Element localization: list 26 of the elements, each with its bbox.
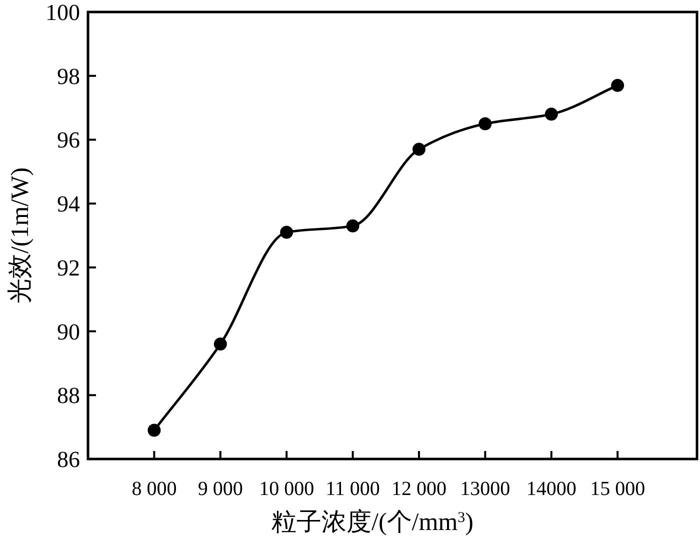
y-tick-label: 98	[57, 64, 80, 89]
point	[346, 219, 360, 232]
x-axis-title: 粒子浓度/(个/mm$^{3}$)	[272, 508, 474, 536]
y-tick-label: 96	[57, 128, 80, 153]
y-tick-label: 92	[57, 255, 80, 280]
y-axis-title: 光效/(1m/W)	[7, 167, 34, 304]
point	[148, 424, 161, 437]
x-tick-label: 12 000	[391, 478, 446, 500]
y-tick-label: 94	[57, 192, 80, 217]
x-tick-label: 13000	[460, 478, 510, 500]
x-tick-label: 11 000	[326, 478, 380, 500]
y-tick-label: 100	[46, 0, 80, 25]
x-tick-label: 8 000	[132, 478, 177, 500]
y-tick-label: 88	[57, 383, 80, 408]
point	[611, 78, 624, 92]
x-tick-label: 9 000	[198, 478, 243, 500]
point	[478, 117, 492, 130]
x-tick-label: 10 000	[259, 478, 314, 500]
y-tick-label: 90	[57, 319, 80, 344]
point	[214, 338, 227, 351]
point	[412, 142, 426, 156]
y-tick-label: 86	[57, 447, 80, 472]
x-tick-label: 14000	[526, 478, 576, 500]
x-tick-label: 15 000	[590, 478, 646, 500]
point	[544, 108, 558, 121]
point	[280, 226, 294, 239]
